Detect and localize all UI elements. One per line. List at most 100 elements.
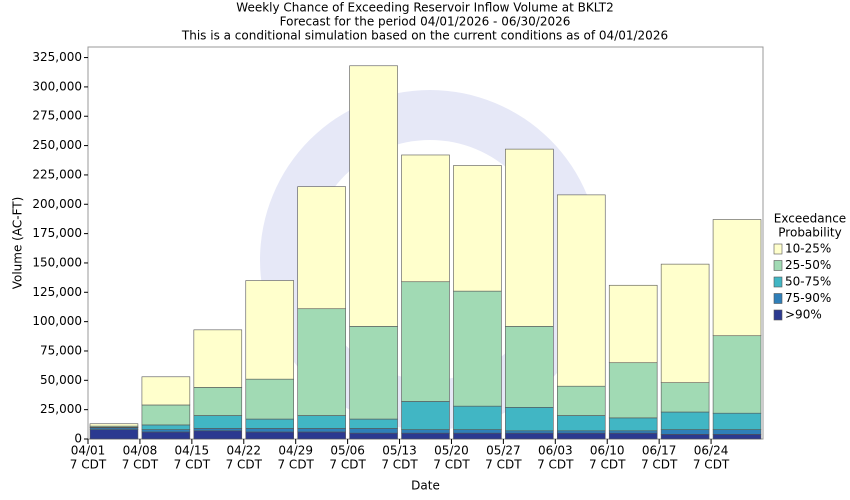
x-tick-label: 06/03 bbox=[538, 444, 573, 458]
bar-segment bbox=[245, 431, 294, 440]
y-tick-label: 175,000 bbox=[32, 226, 82, 240]
bar-segment bbox=[349, 428, 398, 434]
bar-segment bbox=[349, 432, 398, 440]
legend-label: 25-50% bbox=[785, 258, 831, 272]
legend-label: 75-90% bbox=[785, 291, 831, 305]
bar-segment bbox=[401, 154, 450, 283]
bar-segment bbox=[193, 430, 243, 440]
x-tick-label: 05/06 bbox=[330, 444, 365, 458]
x-tick-sublabel: 7 CDT bbox=[693, 458, 730, 472]
legend-swatch bbox=[773, 293, 783, 304]
bar-segment bbox=[141, 376, 191, 406]
y-tick-label: 250,000 bbox=[32, 138, 82, 152]
bar-segment bbox=[712, 429, 762, 435]
y-tick-label: 325,000 bbox=[32, 50, 82, 64]
y-tick-label: 275,000 bbox=[32, 109, 82, 123]
bar-segment bbox=[453, 165, 502, 292]
bar-segment bbox=[557, 415, 606, 432]
x-tick-sublabel: 7 CDT bbox=[70, 458, 107, 472]
x-tick-label: 04/15 bbox=[175, 444, 210, 458]
bar-segment bbox=[505, 407, 554, 432]
bar-segment bbox=[557, 430, 606, 434]
y-axis-label: Volume (AC-FT) bbox=[11, 197, 25, 290]
legend-swatch bbox=[773, 309, 783, 321]
bar-segment bbox=[141, 424, 191, 430]
bar-segment bbox=[349, 326, 398, 420]
bar-segment bbox=[193, 415, 243, 429]
bar-segment bbox=[505, 432, 554, 440]
x-tick-sublabel: 7 CDT bbox=[277, 458, 314, 472]
bar-segment bbox=[193, 329, 243, 388]
bar-segment bbox=[141, 431, 191, 440]
x-tick-label: 05/27 bbox=[486, 444, 521, 458]
bar-segment bbox=[453, 429, 502, 434]
x-axis-label: Date bbox=[411, 479, 440, 493]
x-tick-sublabel: 7 CDT bbox=[174, 458, 211, 472]
y-tick-label: 0 bbox=[74, 432, 82, 446]
bar-segment bbox=[193, 387, 243, 416]
bar-segment bbox=[401, 429, 450, 434]
x-tick-label: 06/24 bbox=[694, 444, 729, 458]
bar-segment bbox=[608, 432, 658, 440]
bar-segment bbox=[608, 430, 658, 434]
x-tick-sublabel: 7 CDT bbox=[122, 458, 159, 472]
bar-segment bbox=[297, 415, 346, 429]
bar-segment bbox=[453, 432, 502, 440]
y-tick-label: 50,000 bbox=[40, 373, 82, 387]
x-tick-sublabel: 7 CDT bbox=[485, 458, 522, 472]
bar-segment bbox=[608, 284, 658, 364]
bar-segment bbox=[712, 412, 762, 430]
x-tick-label: 05/13 bbox=[382, 444, 417, 458]
x-tick-label: 04/29 bbox=[278, 444, 313, 458]
bar-segment bbox=[401, 432, 450, 440]
bar-segment bbox=[245, 280, 294, 380]
bar-segment bbox=[297, 431, 346, 440]
y-tick-label: 200,000 bbox=[32, 197, 82, 211]
bar-segment bbox=[660, 429, 710, 435]
bar-segment bbox=[401, 281, 450, 402]
x-tick-sublabel: 7 CDT bbox=[226, 458, 263, 472]
legend-title: Exceedance bbox=[774, 212, 846, 226]
chart-title: Forecast for the period 04/01/2026 - 06/… bbox=[280, 15, 571, 29]
y-tick-label: 75,000 bbox=[40, 343, 82, 357]
bar-segment bbox=[557, 432, 606, 440]
bar-segment bbox=[557, 194, 606, 387]
bar-segment bbox=[453, 290, 502, 407]
bar-segment bbox=[349, 65, 398, 327]
x-tick-sublabel: 7 CDT bbox=[537, 458, 574, 472]
legend-swatch bbox=[773, 276, 783, 288]
x-tick-label: 04/08 bbox=[123, 444, 158, 458]
bar-segment bbox=[193, 428, 243, 432]
x-tick-sublabel: 7 CDT bbox=[589, 458, 626, 472]
bar-segment bbox=[712, 219, 762, 337]
bar-segment bbox=[453, 405, 502, 430]
x-tick-sublabel: 7 CDT bbox=[433, 458, 470, 472]
x-tick-label: 05/20 bbox=[434, 444, 469, 458]
bar-segment bbox=[245, 428, 294, 433]
y-tick-label: 225,000 bbox=[32, 167, 82, 181]
bar-segment bbox=[401, 401, 450, 430]
bar-segment bbox=[89, 423, 139, 427]
legend-title: Probability bbox=[778, 226, 841, 240]
bar-segment bbox=[660, 411, 710, 430]
bar-segment bbox=[557, 385, 606, 416]
legend-label: 50-75% bbox=[785, 275, 831, 289]
legend-swatch bbox=[773, 260, 783, 271]
bar-segment bbox=[660, 263, 710, 383]
bar-segment bbox=[297, 186, 346, 310]
x-tick-sublabel: 7 CDT bbox=[329, 458, 366, 472]
bar-segment bbox=[297, 428, 346, 433]
bar-segment bbox=[505, 148, 554, 327]
bar-segment bbox=[608, 362, 658, 419]
chart-title: This is a conditional simulation based o… bbox=[181, 29, 668, 43]
bar-segment bbox=[245, 418, 294, 429]
bar-segment bbox=[245, 378, 294, 420]
bar-segment bbox=[608, 417, 658, 432]
legend-label: 10-25% bbox=[785, 242, 831, 256]
bar-segment bbox=[712, 434, 762, 440]
x-tick-label: 06/17 bbox=[642, 444, 677, 458]
bar-segment bbox=[349, 418, 398, 429]
x-tick-label: 04/22 bbox=[226, 444, 261, 458]
y-tick-label: 100,000 bbox=[32, 314, 82, 328]
